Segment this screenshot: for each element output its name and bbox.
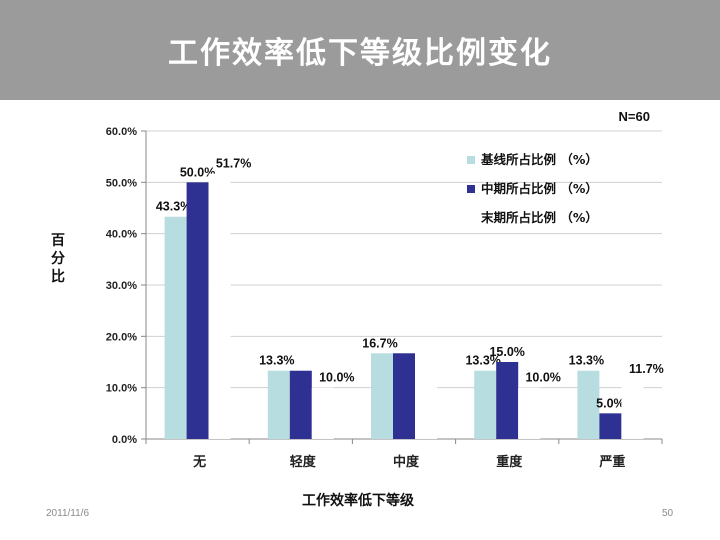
bar-2 — [496, 362, 519, 439]
data-label: 10.0% — [525, 371, 560, 385]
data-label: 15.0% — [489, 345, 524, 359]
y-tick-label: 0.0% — [112, 434, 137, 446]
x-tick-label: 重度 — [496, 454, 523, 470]
y-tick-label: 40.0% — [106, 229, 137, 241]
legend-swatch — [467, 156, 475, 164]
legend-swatch — [467, 214, 475, 222]
x-tick-label: 中度 — [393, 454, 420, 470]
sample-size-annotation: N=60 — [619, 109, 650, 124]
y-tick-label: 30.0% — [106, 280, 137, 292]
x-tick-label: 无 — [192, 455, 206, 470]
bar-1 — [474, 370, 497, 439]
data-label: 11.7% — [629, 362, 664, 376]
data-label: 43.3% — [156, 200, 191, 214]
data-label: 10.0% — [319, 371, 354, 385]
title-bar — [0, 0, 720, 100]
data-label: 13.3% — [465, 354, 500, 368]
legend-label: 基线所占比例 （%） — [480, 152, 598, 167]
data-label: 13.3% — [259, 354, 294, 368]
data-label: 13.3% — [569, 354, 604, 368]
legend-label: 末期所占比例 （%） — [480, 210, 598, 225]
y-axis-title: 百分比 — [51, 233, 65, 285]
data-label: 50.0% — [180, 165, 215, 179]
y-tick-label: 50.0% — [106, 177, 137, 189]
x-tick-label: 严重 — [598, 454, 625, 470]
bar-3 — [415, 353, 437, 439]
bar-2 — [289, 370, 312, 439]
data-label: 5.0% — [596, 396, 625, 410]
bar-3 — [208, 173, 231, 439]
y-tick-label: 60.0% — [106, 126, 137, 138]
slide-date: 2011/11/6 — [46, 508, 90, 519]
y-tick-label: 20.0% — [106, 331, 137, 343]
legend-swatch — [467, 185, 475, 193]
bar-1 — [164, 216, 187, 439]
x-axis-title: 工作效率低下等级 — [302, 492, 415, 509]
bar-3 — [311, 387, 334, 439]
legend-label: 中期所占比例 （%） — [481, 181, 598, 196]
bar-1 — [371, 353, 393, 439]
bar-1 — [267, 370, 290, 439]
slide-page-number: 50 — [662, 508, 674, 519]
x-tick-label: 轻度 — [290, 454, 317, 470]
bar-2 — [393, 353, 415, 439]
y-tick-label: 10.0% — [106, 383, 137, 395]
data-label: 16.7% — [362, 336, 397, 350]
bar-2 — [186, 182, 209, 440]
bar-2 — [599, 413, 622, 439]
slide-title: 工作效率低下等级比例变化 — [168, 36, 552, 71]
bar-3 — [621, 378, 644, 439]
data-label: 51.7% — [216, 157, 251, 171]
bar-1 — [577, 370, 600, 439]
bar-3 — [518, 387, 541, 439]
